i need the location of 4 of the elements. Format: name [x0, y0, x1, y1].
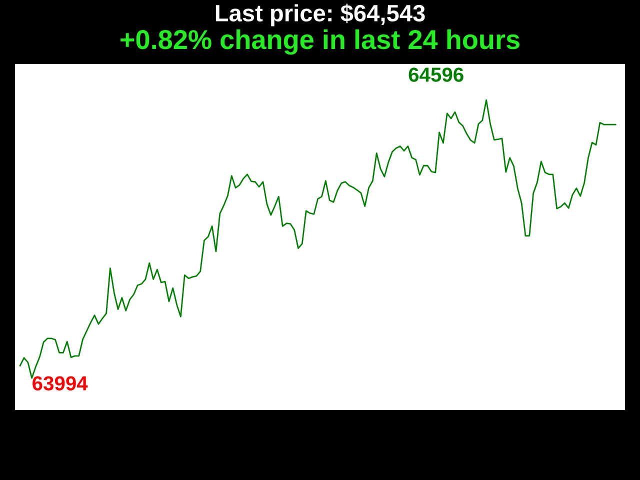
data-label: 64596 — [408, 68, 464, 82]
data-label: 63994 — [32, 376, 88, 391]
chart-title: Last price: $64,543 — [216, 4, 425, 26]
chart-subtitle: +0.82% change in last 24 hours — [120, 29, 520, 55]
